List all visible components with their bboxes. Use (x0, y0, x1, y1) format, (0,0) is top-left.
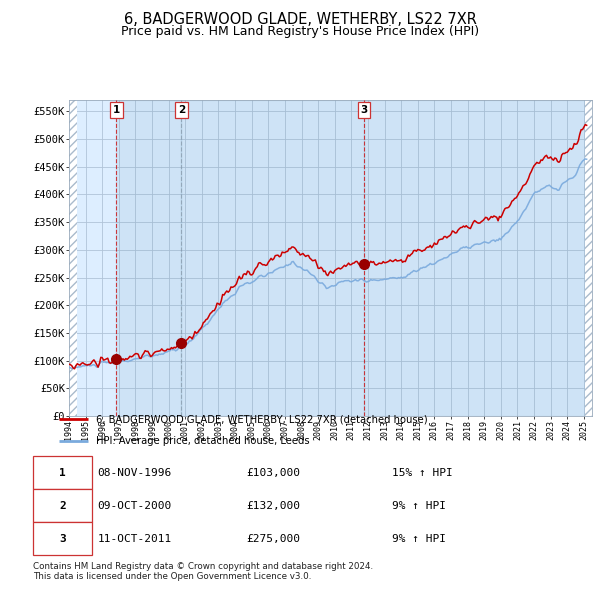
Bar (116, 100, 181, 416)
Text: £132,000: £132,000 (246, 501, 300, 511)
Text: 6, BADGERWOOD GLADE, WETHERBY, LS22 7XR: 6, BADGERWOOD GLADE, WETHERBY, LS22 7XR (124, 12, 476, 27)
Text: 11-OCT-2011: 11-OCT-2011 (98, 534, 172, 544)
Text: 1: 1 (113, 105, 120, 115)
Text: Price paid vs. HM Land Registry's House Price Index (HPI): Price paid vs. HM Land Registry's House … (121, 25, 479, 38)
Text: 15% ↑ HPI: 15% ↑ HPI (392, 468, 453, 478)
Text: 6, BADGERWOOD GLADE, WETHERBY, LS22 7XR (detached house): 6, BADGERWOOD GLADE, WETHERBY, LS22 7XR … (96, 415, 428, 424)
Text: £275,000: £275,000 (246, 534, 300, 544)
Text: Contains HM Land Registry data © Crown copyright and database right 2024.
This d: Contains HM Land Registry data © Crown c… (33, 562, 373, 581)
FancyBboxPatch shape (33, 490, 92, 523)
Text: 2: 2 (59, 501, 66, 511)
Text: 09-OCT-2000: 09-OCT-2000 (98, 501, 172, 511)
Text: 9% ↑ HPI: 9% ↑ HPI (392, 501, 446, 511)
Bar (364, 100, 585, 416)
Text: 9% ↑ HPI: 9% ↑ HPI (392, 534, 446, 544)
Bar (585, 100, 593, 416)
Bar (181, 100, 364, 416)
Text: 3: 3 (361, 105, 368, 115)
Text: £103,000: £103,000 (246, 468, 300, 478)
FancyBboxPatch shape (33, 457, 92, 490)
Text: 08-NOV-1996: 08-NOV-1996 (98, 468, 172, 478)
Text: 1: 1 (59, 468, 66, 478)
FancyBboxPatch shape (33, 523, 92, 556)
Text: HPI: Average price, detached house, Leeds: HPI: Average price, detached house, Leed… (96, 436, 310, 445)
Text: 3: 3 (59, 534, 66, 544)
Bar (69, 100, 77, 416)
Text: 2: 2 (178, 105, 185, 115)
